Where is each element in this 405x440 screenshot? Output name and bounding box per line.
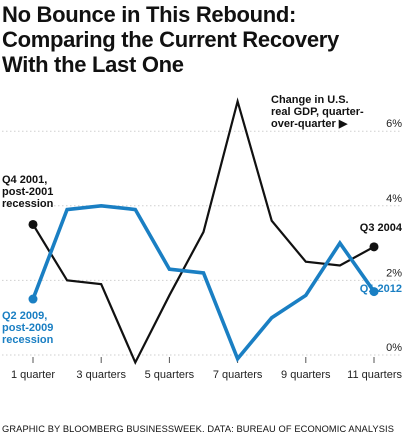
chart-title: No Bounce in This Rebound: Comparing the…	[2, 2, 339, 77]
series-line-2009	[31, 203, 376, 363]
series-end-dot-2009	[369, 287, 379, 297]
y-tick-label: 6%	[386, 118, 402, 130]
series-end-dot-2001	[369, 242, 379, 252]
y-axis-label: Change in U.S. real GDP, quarter-over-qua…	[271, 94, 364, 130]
series-line-2001	[32, 97, 375, 366]
series-start-dot-2009	[28, 294, 38, 304]
series-start-dot-2001	[28, 219, 38, 229]
series-start-label-2009: Q2 2009, post-2009 recession	[2, 310, 54, 346]
x-tick-label: 5 quarters	[145, 369, 195, 381]
series-end-label-2009: Q1 2012	[360, 283, 402, 295]
x-tick-label: 11 quarters	[347, 369, 402, 381]
y-tick-label: 2%	[386, 267, 402, 279]
source-credit: GRAPHIC BY BLOOMBERG BUSINESSWEEK. DATA:…	[2, 424, 395, 434]
x-tick-label: 9 quarters	[281, 369, 331, 381]
series-start-label-2001: Q4 2001, post-2001 recession	[2, 174, 54, 210]
y-tick-label: 4%	[386, 193, 402, 205]
x-tick-label: 7 quarters	[213, 369, 263, 381]
x-tick-label: 3 quarters	[76, 369, 126, 381]
series-end-label-2001: Q3 2004	[360, 222, 403, 234]
x-tick-label: 1 quarter	[11, 369, 55, 381]
y-tick-label: 0%	[386, 342, 402, 354]
